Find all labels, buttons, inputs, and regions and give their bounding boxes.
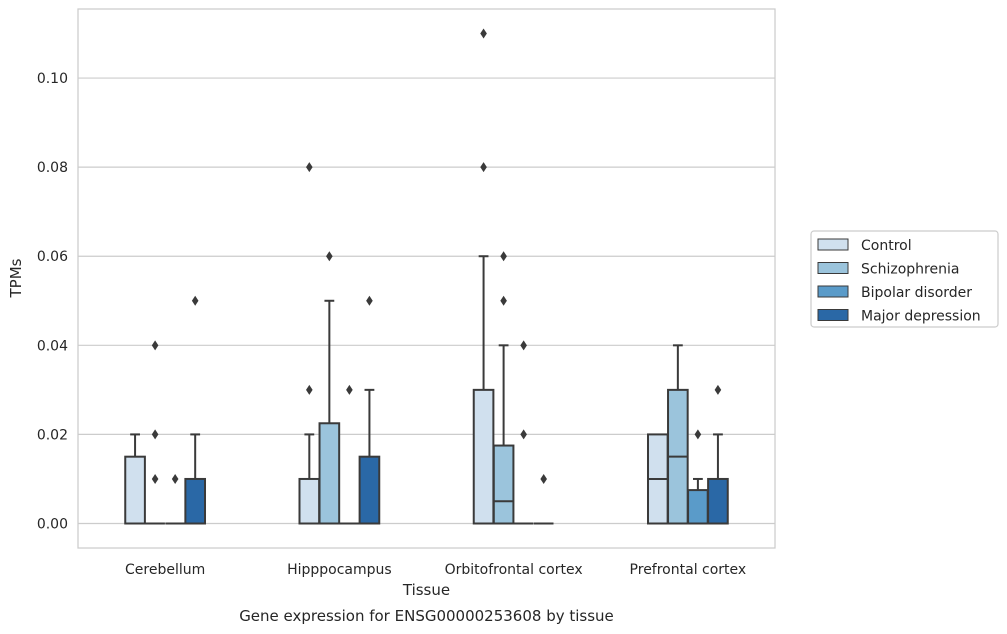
outlier-point [500, 295, 507, 306]
outlier-point [500, 251, 507, 262]
box-2-3 [533, 473, 554, 525]
outlier-point [480, 28, 487, 39]
box-body [472, 388, 495, 525]
x-axis-label: Tissue [402, 581, 450, 599]
y-tick-label: 0.10 [37, 71, 68, 87]
box-body [318, 422, 341, 525]
legend-label: Control [861, 238, 912, 254]
box-0-2 [165, 473, 185, 525]
y-tick-label: 0.00 [37, 517, 68, 533]
outlier-point [540, 473, 547, 484]
box-2-1 [492, 251, 515, 525]
outlier-point [306, 384, 313, 395]
x-tick-labels: Cerebellum Hipppocampus Orbitofrontal cort… [125, 562, 746, 578]
outlier-point [151, 429, 159, 440]
outlier-point [520, 429, 527, 440]
y-tick-label: 0.06 [37, 249, 68, 265]
box-0-1 [145, 340, 165, 525]
box-body [687, 489, 709, 525]
y-tick-labels: 0.00 0.02 0.04 0.06 0.08 0.10 [37, 71, 68, 532]
chart-title: Gene expression for ENSG00000253608 by t… [239, 607, 614, 625]
legend-swatch [817, 238, 849, 251]
box-3-3 [707, 384, 729, 525]
box-2-2 [513, 340, 534, 525]
box-body [492, 444, 515, 525]
box-body [707, 477, 729, 525]
legend-label: Bipolar disorder [861, 285, 972, 301]
box-body [124, 455, 146, 525]
outlier-point [480, 162, 487, 173]
outlier-point [151, 340, 159, 351]
outlier-point [714, 384, 722, 395]
legend-swatch [817, 285, 849, 298]
box-1-0 [298, 162, 321, 525]
outlier-point [326, 251, 333, 262]
legend: Control Schizophrenia Bipolar disorder Majo… [810, 230, 999, 328]
outlier-point [191, 295, 199, 306]
outlier-point [694, 429, 702, 440]
outlier-point [151, 473, 159, 484]
y-axis-label: TPMs [7, 258, 25, 298]
y-tick-label: 0.08 [37, 160, 68, 176]
box-3-2 [687, 429, 709, 525]
legend-frame [810, 230, 999, 328]
outlier-point [520, 340, 527, 351]
box-3-1 [667, 344, 689, 525]
y-tick-label: 0.04 [37, 338, 68, 354]
outlier-point [346, 384, 353, 395]
outlier-point [306, 162, 313, 173]
x-tick-label: Orbitofrontal cortex [445, 562, 583, 578]
box-groups [124, 28, 729, 525]
x-tick-label: Hipppocampus [287, 562, 392, 578]
plot-frame [77, 8, 776, 549]
x-tick-label: Prefrontal cortex [630, 562, 747, 578]
legend-swatch [817, 309, 849, 321]
box-body [184, 477, 207, 525]
box-0-0 [124, 433, 146, 525]
box-body [358, 455, 381, 525]
outlier-point [171, 473, 179, 484]
legend-swatch [817, 262, 849, 274]
y-tick-label: 0.02 [37, 427, 68, 443]
legend-label: Schizophrenia [861, 262, 959, 278]
x-tick-label: Cerebellum [125, 562, 205, 578]
box-1-3 [358, 295, 381, 525]
box-1-1 [318, 251, 341, 525]
box-body [298, 477, 321, 525]
box-3-0 [646, 433, 669, 525]
box-0-3 [184, 295, 207, 525]
legend-label: Major depression [861, 309, 981, 325]
outlier-point [366, 295, 373, 306]
box-1-2 [339, 384, 360, 525]
